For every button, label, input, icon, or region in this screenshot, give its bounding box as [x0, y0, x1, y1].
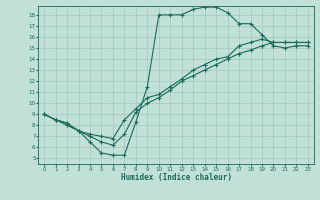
X-axis label: Humidex (Indice chaleur): Humidex (Indice chaleur): [121, 173, 231, 182]
